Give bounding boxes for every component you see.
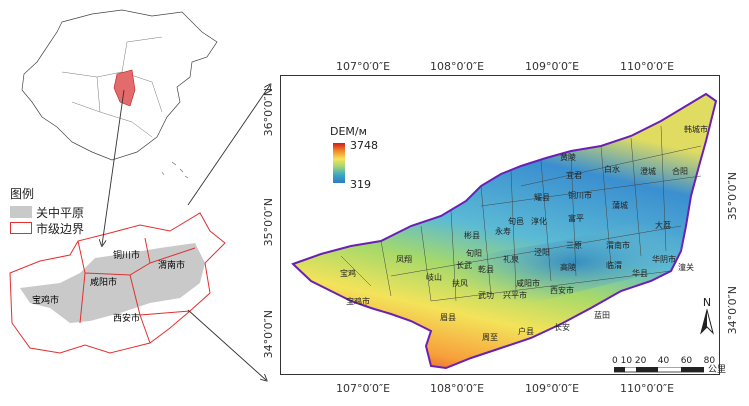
place-label: 蒲城 (612, 201, 628, 210)
place-label: 黄陵 (560, 153, 576, 162)
label-xian: 西安市 (113, 312, 140, 324)
place-label: 周至 (482, 333, 498, 342)
place-label: 宜君 (566, 171, 582, 180)
place-label: 宝鸡市 (346, 297, 370, 306)
arrow-to-main-top (187, 85, 270, 206)
legend-swatch-plain (10, 206, 32, 218)
city-boundaries (9, 212, 226, 354)
place-label: 咸阳市 (516, 279, 540, 288)
top-tick-3: 109°0′0″E (525, 60, 580, 73)
place-label: 蓝田 (594, 311, 610, 320)
place-label: 三原 (566, 241, 582, 250)
place-label: 泾阳 (534, 248, 550, 257)
place-label: 华阴市 (652, 255, 676, 264)
place-label: 西安市 (550, 286, 574, 295)
dem-relief (291, 92, 718, 370)
province-lines (61, 36, 163, 138)
dem-min-label: 319 (350, 178, 371, 191)
place-label: 礼泉 (503, 255, 519, 264)
place-label: 宝鸡 (340, 269, 356, 278)
place-label: 大荔 (655, 221, 671, 230)
south-china-sea-islands (161, 161, 189, 179)
legend-item-boundary: 市级边界 (10, 221, 85, 236)
scale-bar: 0 10 20 40 60 80 公里 (612, 356, 732, 378)
bottom-tick-3: 109°0′0″E (525, 382, 580, 395)
place-label: 合阳 (672, 167, 688, 176)
bottom-tick-2: 108°0′0″E (430, 382, 485, 395)
china-overview-map (21, 9, 218, 179)
label-weinan: 渭南市 (158, 259, 185, 271)
guanzhong-plain (20, 243, 205, 323)
dem-max-label: 3748 (350, 139, 378, 152)
north-arrow-icon (700, 308, 714, 335)
place-label: 长武 (456, 261, 472, 270)
dem-color-ramp (333, 143, 345, 183)
place-label: 华县 (632, 269, 648, 278)
place-label: 扶风 (452, 279, 468, 288)
place-label: 铜川市 (568, 191, 592, 200)
dem-legend-title: DEM/м (330, 125, 367, 138)
arrow-to-main-bottom (187, 309, 266, 380)
place-label: 临渭 (606, 261, 622, 270)
place-label: 白水 (604, 165, 620, 174)
legend-swatch-boundary (10, 222, 32, 234)
legend-label-plain: 关中平原 (36, 205, 85, 220)
scale-unit: 公里 (708, 365, 727, 375)
shaanxi-highlight (113, 69, 136, 107)
scale-numbers: 0 10 20 40 60 80 (612, 356, 716, 366)
county-boundaries (340, 125, 702, 302)
place-label: 户县 (518, 327, 534, 336)
place-label: 淳化 (531, 217, 547, 226)
dem-main-map (280, 75, 720, 375)
place-label: 永寿 (495, 227, 511, 236)
label-baoji: 宝鸡市 (32, 294, 59, 306)
bottom-tick-4: 110°0′0″E (620, 382, 675, 395)
place-label: 兴平市 (503, 291, 527, 300)
place-label: 富平 (568, 214, 584, 223)
central-plain (391, 206, 686, 308)
place-label: 彬县 (464, 231, 480, 240)
arrow-china-to-region (102, 89, 125, 245)
place-label: 乾县 (478, 265, 494, 274)
legend-item-plain: 关中平原 (10, 205, 85, 220)
guanzhong-city-map: 宝鸡市 咸阳市 铜川市 渭南市 西安市 (9, 212, 226, 354)
place-label: 耀县 (534, 193, 550, 202)
label-tongchuan: 铜川市 (113, 249, 140, 261)
place-label: 渭南市 (606, 241, 630, 250)
place-label: 旬邑 (508, 217, 524, 226)
place-label: 岐山 (426, 273, 442, 282)
place-label: 高陵 (560, 263, 576, 272)
legend-label-boundary: 市级边界 (36, 221, 85, 236)
north-label: N (702, 296, 712, 309)
place-label: 澄城 (640, 167, 656, 176)
legend-title: 图例 (10, 187, 35, 201)
place-label: 旬阳 (466, 249, 482, 258)
place-label: 潼关 (678, 263, 694, 272)
place-label: 眉县 (440, 313, 456, 322)
place-label: 长安 (554, 323, 570, 332)
top-tick-1: 107°0′0″E (336, 60, 391, 73)
dem-legend: DEM/м 3748 319 (330, 125, 390, 195)
bottom-tick-1: 107°0′0″E (336, 382, 391, 395)
place-label: 韩城市 (684, 125, 708, 134)
label-xianyang: 咸阳市 (90, 276, 117, 288)
scale-bar-graphic (614, 367, 704, 373)
top-tick-4: 110°0′0″E (620, 60, 675, 73)
top-tick-2: 108°0′0″E (430, 60, 485, 73)
place-label: 凤翔 (396, 255, 412, 264)
map-legend: 图例 关中平原 市级边界 (8, 185, 128, 245)
north-arrow: N (698, 296, 716, 336)
place-label: 武功 (478, 291, 494, 300)
